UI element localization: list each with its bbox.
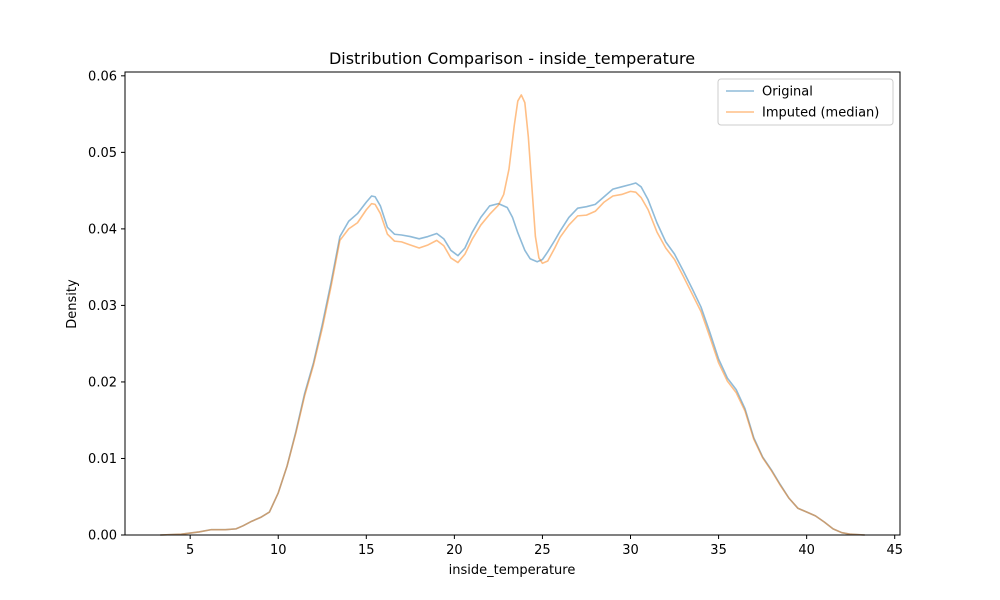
series-line-1 — [160, 94, 865, 536]
legend-label-1: Imputed (median) — [762, 106, 879, 121]
x-tick-label: 15 — [358, 543, 375, 558]
x-tick-label: 20 — [446, 543, 463, 558]
legend-box — [717, 78, 894, 126]
y-tick-label: 0.05 — [88, 146, 117, 161]
x-axis-title: inside_temperature — [449, 563, 576, 578]
y-tick-label: 0.04 — [88, 222, 117, 237]
x-tick-label: 25 — [534, 543, 551, 558]
x-tick-label: 45 — [886, 543, 903, 558]
y-tick-label: 0.01 — [88, 452, 117, 467]
y-tick-label: 0.03 — [88, 299, 117, 314]
y-tick-label: 0.06 — [88, 69, 117, 84]
x-tick-label: 35 — [710, 543, 727, 558]
series-layer — [160, 94, 865, 536]
y-tick-label: 0.00 — [88, 529, 117, 544]
plot-frame — [124, 71, 901, 536]
y-tick-label: 0.02 — [88, 375, 117, 390]
x-tick-label: 40 — [798, 543, 815, 558]
y-axis-title: Density — [65, 279, 80, 329]
legend: Original Imputed (median) — [717, 78, 894, 126]
x-tick-label: 5 — [186, 543, 194, 558]
x-tick-label: 10 — [270, 543, 287, 558]
chart-title: Distribution Comparison - inside_tempera… — [329, 49, 695, 69]
axes-layer: 5 10 15 20 25 30 35 40 45 0.00 0.01 0.02 0.03 0.04 0.0… — [88, 69, 903, 558]
legend-label-0: Original — [762, 85, 813, 100]
x-tick-label: 30 — [622, 543, 639, 558]
